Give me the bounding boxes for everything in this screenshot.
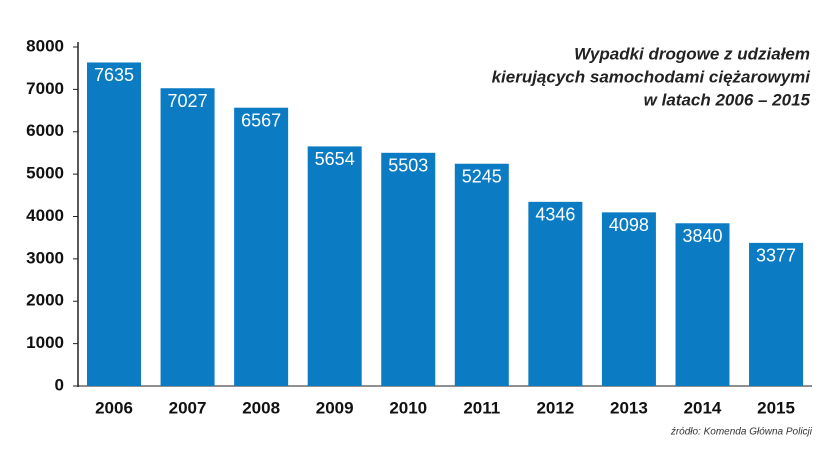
- y-tick-label: 3000: [26, 248, 64, 267]
- x-tick-label: 2013: [610, 398, 648, 417]
- value-label: 3377: [756, 246, 796, 266]
- y-tick-label: 2000: [26, 291, 64, 310]
- value-label: 7635: [94, 65, 134, 85]
- bar: [528, 201, 583, 386]
- value-label: 4098: [609, 215, 649, 235]
- value-label: 4346: [535, 205, 575, 225]
- chart-title: Wypadki drogowe z udziałem: [574, 44, 810, 63]
- bar: [381, 152, 436, 386]
- x-tick-label: 2010: [389, 398, 427, 417]
- value-label: 3840: [682, 226, 722, 246]
- bar: [307, 146, 362, 386]
- x-tick-label: 2007: [169, 398, 207, 417]
- bar: [454, 163, 509, 386]
- y-tick-label: 6000: [26, 121, 64, 140]
- x-tick-label: 2009: [316, 398, 354, 417]
- chart-title: w latach 2006 – 2015: [644, 90, 811, 109]
- x-tick-label: 2012: [536, 398, 574, 417]
- source-note: źródło: Komenda Główna Policji: [670, 427, 813, 438]
- x-tick-label: 2014: [684, 398, 722, 417]
- y-tick-label: 1000: [26, 333, 64, 352]
- x-tick-label: 2006: [95, 398, 133, 417]
- x-tick-label: 2008: [242, 398, 280, 417]
- bar: [749, 242, 804, 386]
- y-tick-label: 5000: [26, 164, 64, 183]
- y-tick-label: 4000: [26, 206, 64, 225]
- value-label: 5654: [315, 149, 355, 169]
- x-tick-label: 2015: [757, 398, 795, 417]
- bar: [234, 107, 289, 386]
- chart-title: kierujących samochodami ciężarowymi: [492, 67, 812, 86]
- value-label: 5503: [388, 156, 428, 176]
- y-tick-label: 8000: [26, 36, 64, 55]
- bar: [601, 212, 656, 386]
- bar: [87, 62, 141, 387]
- y-tick-label: 7000: [26, 79, 64, 98]
- bar: [160, 88, 215, 387]
- value-label: 7027: [168, 91, 208, 111]
- value-label: 5245: [462, 166, 502, 186]
- value-label: 6567: [241, 110, 281, 130]
- y-tick-label: 0: [55, 375, 64, 394]
- x-tick-label: 2011: [463, 398, 500, 417]
- bar: [675, 223, 730, 386]
